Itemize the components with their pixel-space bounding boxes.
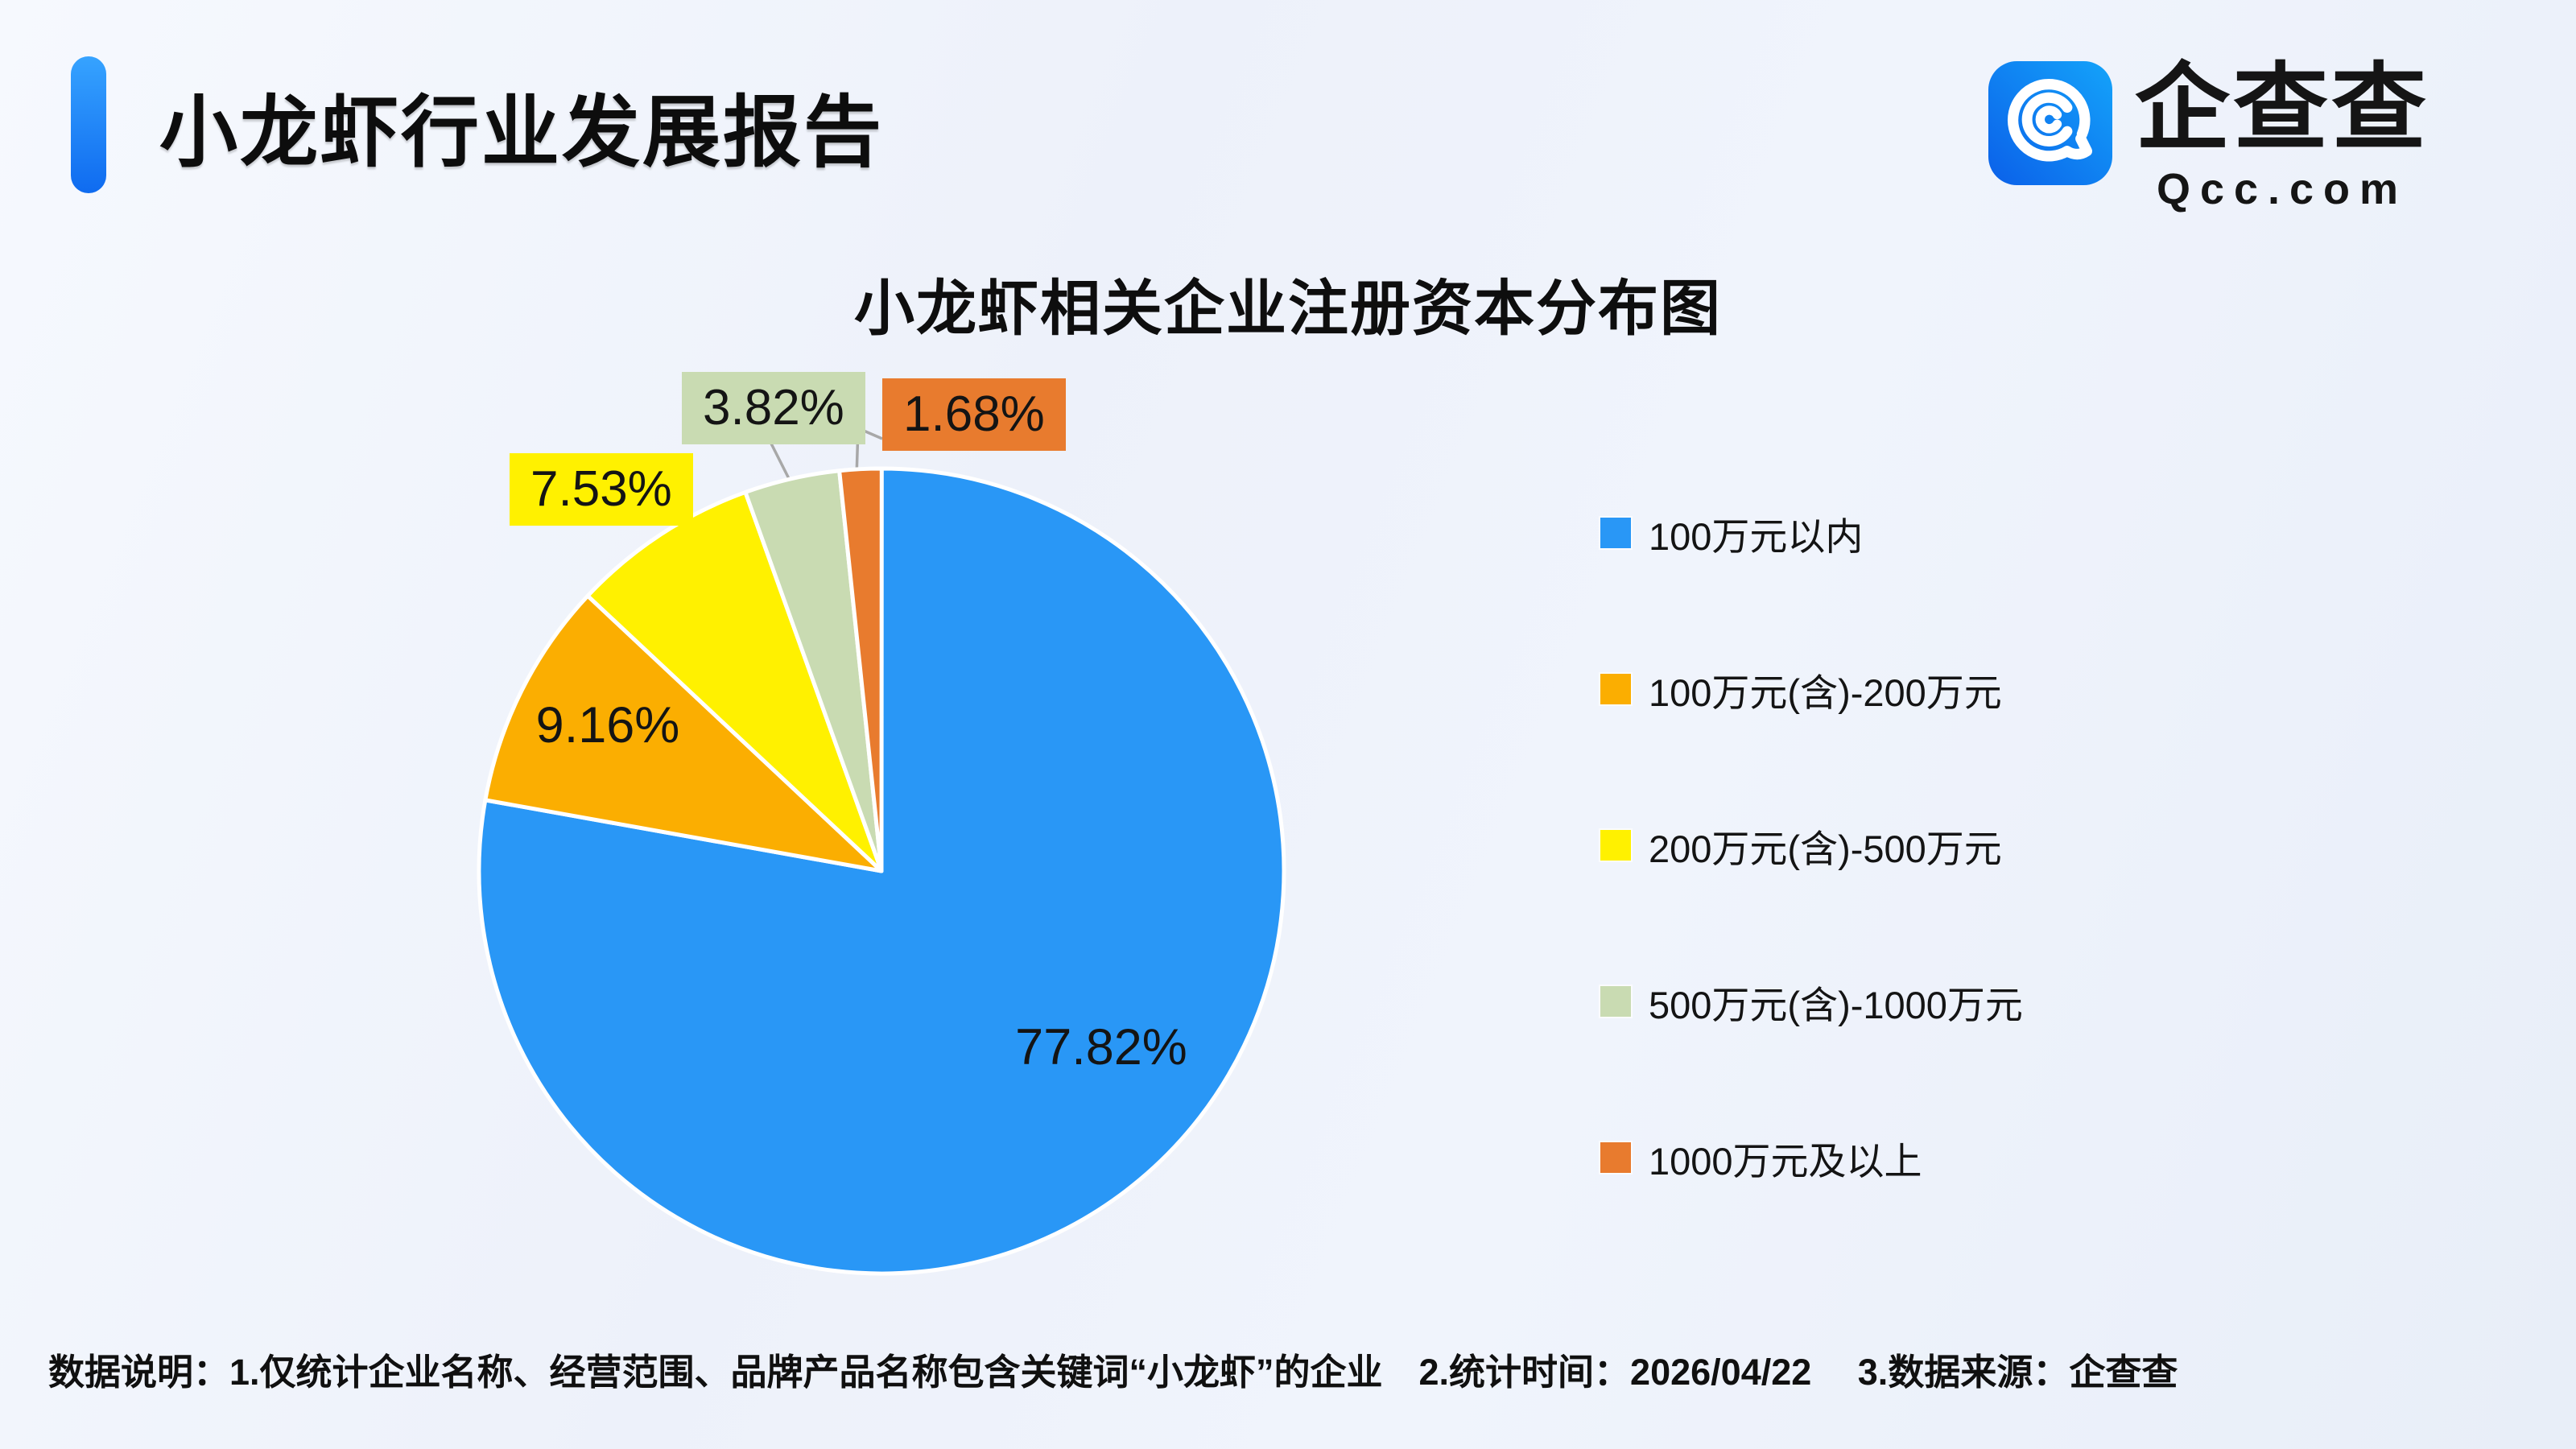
qcc-logo-name: 企查查 [2135,56,2430,162]
callout-500-1000: 3.82% [682,372,865,444]
qcc-monogram-icon [1988,61,2112,185]
pie-slice [585,489,884,873]
pie-slice [837,466,884,873]
callout-200-500: 7.53% [510,453,693,526]
qcc-logo-text: 企查查 Qcc.com [2135,61,2429,214]
qcc-logo: 企查查 Qcc.com [1988,61,2429,214]
legend-marker-200-500 [1600,830,1631,861]
legend-label: 200万元(含)-500万元 [1649,827,2002,870]
pie-inner-labels: 77.82% 9.16% [536,697,1187,1075]
legend-marker-1000-plus [1600,1142,1631,1173]
page-title: 小龙虾行业发展报告 [159,88,884,176]
legend-label: 1000万元及以上 [1649,1139,1922,1183]
callout-1000-plus: 1.68% [882,378,1066,451]
title-accent-bar [71,56,106,193]
qcc-logo-domain: Qcc.com [2156,165,2409,213]
report-header: 小龙虾行业发展报告 [71,56,884,193]
legend-marker-100-200 [1600,674,1631,704]
legend-label: 500万元(含)-1000万元 [1649,983,2023,1026]
pie-slices [477,466,1286,1276]
legend-marker-under-100 [1600,518,1631,548]
legend-label: 100万元以内 [1649,514,1864,558]
legend-marker-500-1000 [1600,986,1631,1017]
legend-item-100-200: 100万元(含)-200万元 [1600,670,2023,714]
legend-item-500-1000: 500万元(含)-1000万元 [1600,982,2023,1026]
chart-legend: 100万元以内 100万元(含)-200万元 200万元(含)-500万元 50… [1600,514,2023,1183]
pie-slice [483,593,884,873]
pie-slice [477,466,1286,1276]
pie-slice-label: 9.16% [536,697,680,753]
legend-label: 100万元(含)-200万元 [1649,671,2002,714]
data-footnote: 数据说明：1.仅统计企业名称、经营范围、品牌产品名称包含关键词“小龙虾”的企业 … [48,1352,2178,1393]
legend-item-1000-plus: 1000万元及以上 [1600,1138,2023,1183]
legend-item-under-100: 100万元以内 [1600,514,2023,558]
chart-title: 小龙虾相关企业注册资本分布图 [853,275,1722,342]
legend-item-200-500: 200万元(含)-500万元 [1600,826,2023,870]
pie-slice-label: 77.82% [1015,1019,1187,1075]
